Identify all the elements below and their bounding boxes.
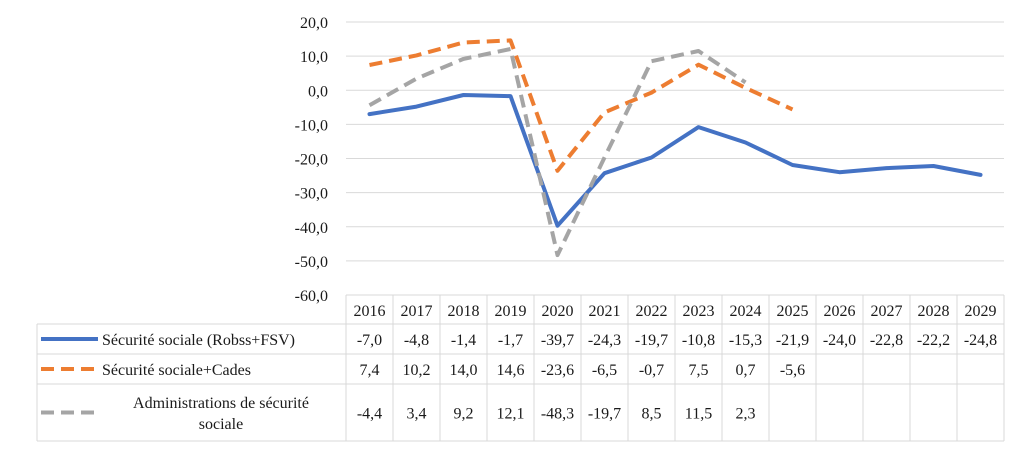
data-label: 11,5 [685,406,712,423]
data-label: -23,6 [541,362,574,379]
y-tick-label: -20,0 [295,152,328,169]
data-label: 3,4 [407,406,427,423]
data-label: 9,2 [454,406,474,423]
data-label: -10,8 [682,332,715,349]
y-tick-label: -10,0 [295,117,328,134]
x-tick-label: 2020 [542,303,574,320]
data-label: -48,3 [541,406,574,423]
x-tick-label: 2019 [495,303,527,320]
data-label: -4,4 [357,406,382,423]
data-label: -1,7 [498,332,523,349]
data-label: -24,3 [588,332,621,349]
legend-label: sociale [199,416,243,433]
x-tick-label: 2022 [636,303,668,320]
data-label: 0,7 [736,362,756,379]
data-label: -39,7 [541,332,574,349]
series-line [368,47,747,258]
data-label: -22,2 [917,332,950,349]
legend-label: Sécurité sociale (Robss+FSV) [102,332,295,349]
x-tick-label: 2026 [824,303,856,320]
data-label: 10,2 [403,362,431,379]
x-tick-label: 2028 [918,303,950,320]
data-label: -19,7 [588,406,621,423]
data-label: -4,8 [404,332,429,349]
data-label: -0,7 [639,362,664,379]
data-label: -21,9 [776,332,809,349]
data-table: 2016 2017 2018 2019 2020 2021 2022 2023 2024 2025… [36,294,1005,442]
data-label: -1,4 [451,332,476,349]
x-tick-label: 2023 [683,303,715,320]
data-label: -15,3 [729,332,762,349]
gridlines [346,21,1004,296]
data-label: 7,5 [689,362,709,379]
data-label: -19,7 [635,332,668,349]
x-tick-label: 2016 [354,303,386,320]
x-tick-label: 2027 [871,303,903,320]
legend-label: Sécurité sociale+Cades [102,362,251,379]
x-tick-label: 2024 [730,303,762,320]
x-tick-label: 2025 [777,303,809,320]
y-tick-label: -30,0 [295,186,328,203]
data-label: -24,0 [823,332,856,349]
data-label: 7,4 [360,362,380,379]
y-tick-label: 0,0 [308,83,328,100]
y-tick-label: -50,0 [295,254,328,271]
y-axis-tick-labels: 20,0 10,0 0,0 -10,0 -20,0 -30,0 -40,0 -50,0 -60,… [295,15,328,305]
legend-label: Administrations de sécurité [133,395,309,412]
x-tick-label: 2018 [448,303,480,320]
data-label: -7,0 [357,332,382,349]
y-tick-label: -40,0 [295,220,328,237]
x-tick-label: 2029 [965,303,997,320]
y-tick-label: 10,0 [300,49,328,66]
data-label: -6,5 [592,362,617,379]
data-label: 8,5 [642,406,662,423]
x-tick-label: 2017 [401,303,433,320]
x-tick-label: 2021 [589,303,621,320]
series-line [367,93,983,228]
data-label: 2,3 [736,406,756,423]
data-label: -22,8 [870,332,903,349]
series-line [369,38,794,173]
y-tick-label: -60,0 [295,288,328,305]
series-lines [367,38,983,258]
data-label: -24,8 [964,332,997,349]
data-label: 12,1 [497,406,525,423]
data-label: 14,6 [497,362,525,379]
data-label: 14,0 [450,362,478,379]
data-label: -5,6 [780,362,805,379]
y-tick-label: 20,0 [300,15,328,32]
